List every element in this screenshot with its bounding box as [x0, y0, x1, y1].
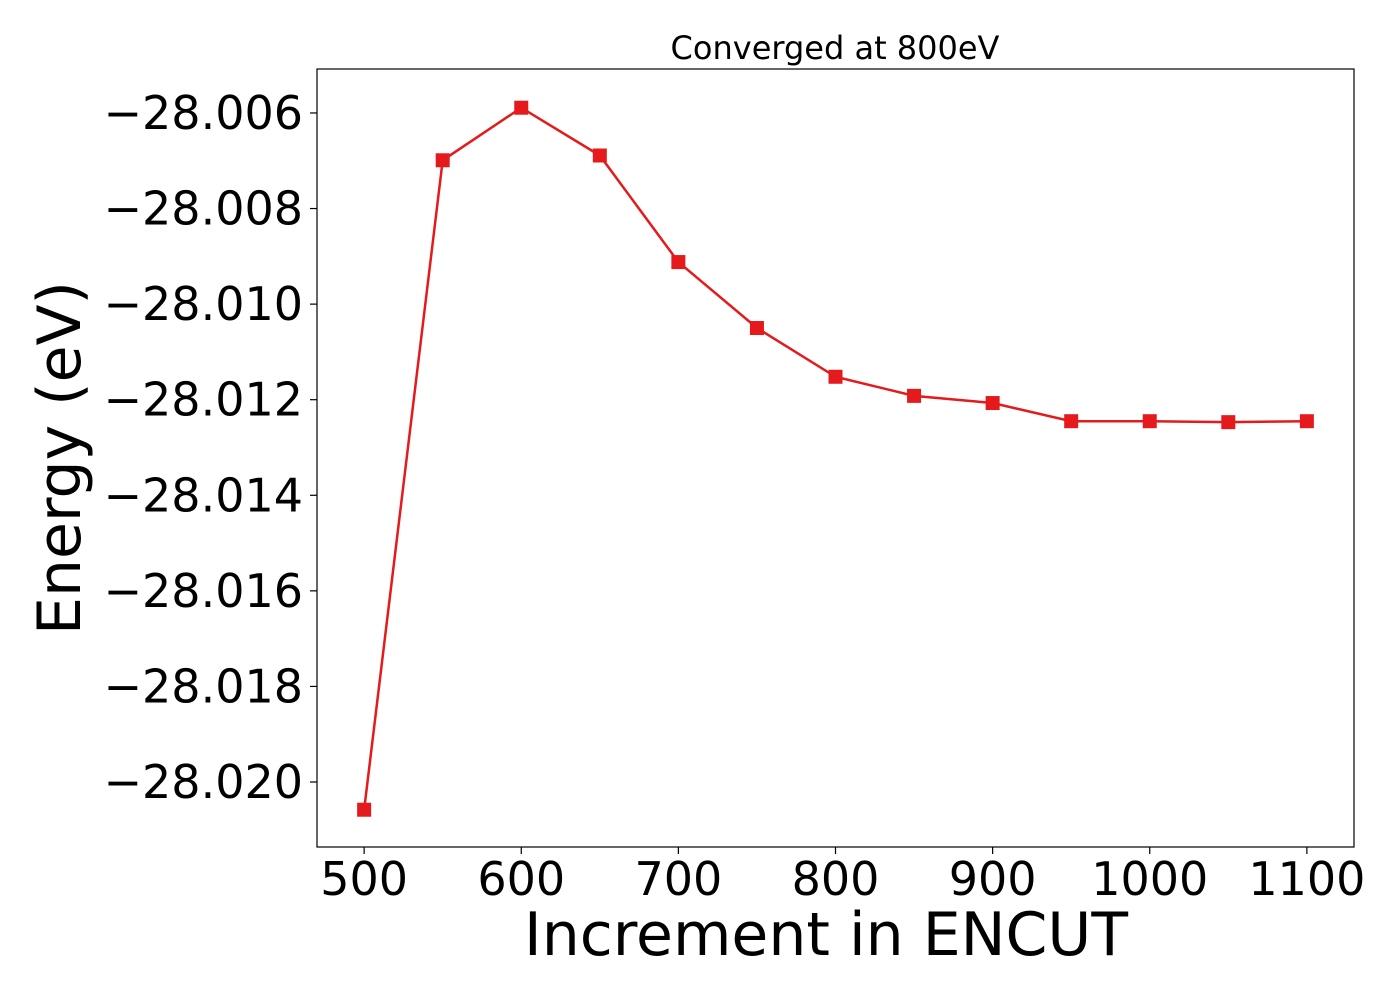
data-point [435, 153, 450, 168]
x-tick-label: 900 [949, 852, 1037, 906]
x-tick-label: 700 [634, 852, 722, 906]
y-tick-label: −28.006 [104, 86, 304, 140]
x-tick-label: 1000 [1091, 852, 1208, 906]
y-tick-label: −28.010 [104, 277, 304, 331]
y-tick-label: −28.012 [104, 373, 304, 427]
data-point [514, 100, 529, 115]
x-axis: 500 600 700 800 900 1000 1100 [320, 847, 1365, 906]
data-point [671, 255, 686, 270]
data-point [357, 802, 372, 817]
series-line [362, 106, 1307, 810]
series-layer [357, 100, 1314, 817]
data-point [1064, 414, 1079, 429]
data-point [907, 388, 922, 403]
x-tick-label: 1100 [1248, 852, 1365, 906]
x-axis-label: Increment in ENCUT [524, 900, 1128, 970]
x-tick-label: 800 [792, 852, 880, 906]
y-tick-label: −28.016 [104, 564, 304, 618]
y-tick-label: −28.014 [104, 468, 304, 522]
x-tick-label: 600 [477, 852, 565, 906]
data-point [592, 148, 607, 163]
plot-frame [316, 68, 1355, 848]
y-tick-label: −28.020 [104, 755, 304, 809]
x-tick-label: 500 [320, 852, 408, 906]
y-axis-label: Energy (eV) [25, 281, 95, 635]
data-point [1142, 414, 1157, 429]
y-tick-label: −28.008 [104, 182, 304, 236]
chart-title: Converged at 800eV [671, 29, 1000, 67]
y-axis: −28.020 −28.018 −28.016 −28.014 −28.012 −28.0… [104, 86, 317, 809]
data-point [1299, 414, 1314, 429]
data-point [985, 396, 1000, 411]
data-point [828, 369, 843, 384]
y-tick-label: −28.018 [104, 659, 304, 713]
data-point [749, 321, 764, 336]
data-point [1221, 415, 1236, 430]
